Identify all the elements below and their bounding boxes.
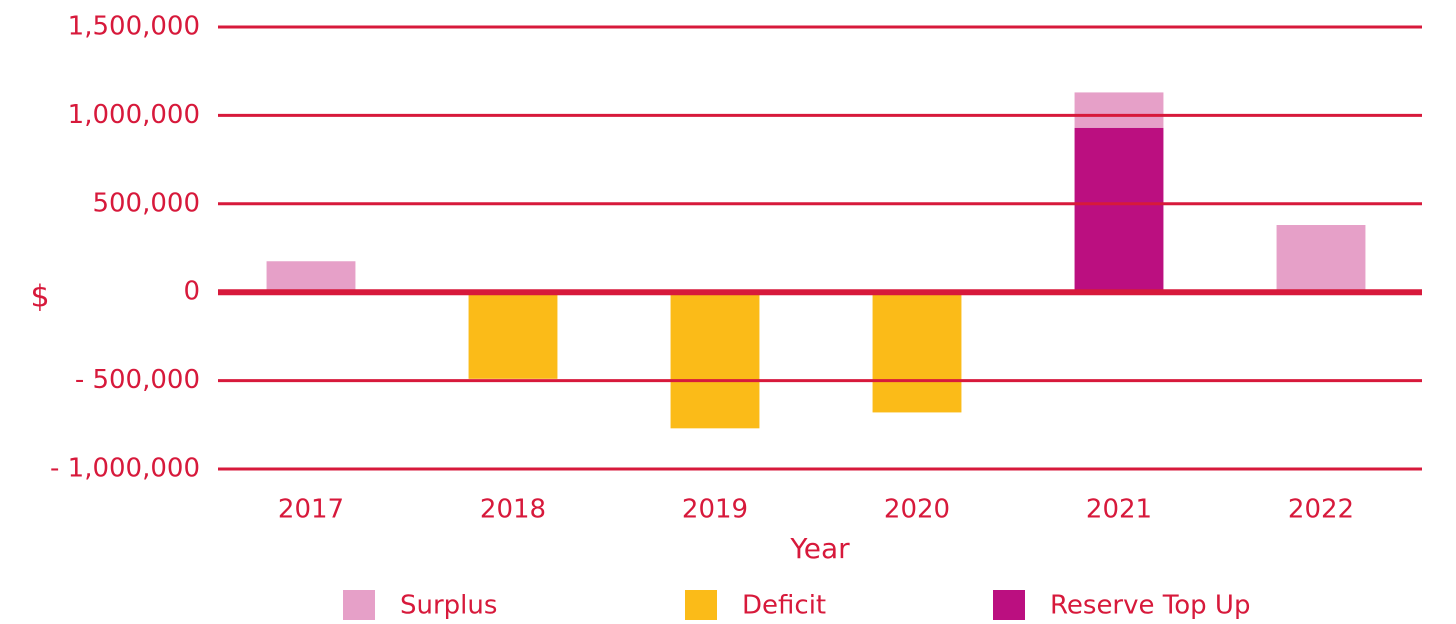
bar [1074,92,1164,128]
y-tick-label: - 500,000 [75,365,200,395]
y-tick-label: 500,000 [92,188,200,218]
y-tick-label: 1,000,000 [68,100,200,130]
legend-swatch [993,590,1025,620]
x-tick-label: 2021 [1086,495,1152,525]
x-tick-label: 2020 [884,495,950,525]
x-tick-label: 2022 [1288,495,1354,525]
bar [1276,225,1366,293]
x-axis-label: Year [789,532,850,565]
y-tick-label: 0 [183,277,200,307]
bar [266,261,356,293]
legend-label: Deficit [742,591,826,621]
legend-swatch [685,590,717,620]
legend-swatch [343,590,375,620]
x-tick-label: 2017 [278,495,344,525]
x-tick-label: 2018 [480,495,546,525]
y-tick-label: - 1,000,000 [50,454,200,484]
bar [670,292,760,429]
legend-label: Reserve Top Up [1050,591,1250,621]
bars [266,92,1366,429]
y-axis-label: $ [30,280,49,315]
x-tick-label: 2019 [682,495,748,525]
bar [468,292,558,379]
bar [872,292,962,413]
y-tick-label: 1,500,000 [68,12,200,42]
legend-label: Surplus [400,591,497,621]
bar [1074,127,1164,293]
